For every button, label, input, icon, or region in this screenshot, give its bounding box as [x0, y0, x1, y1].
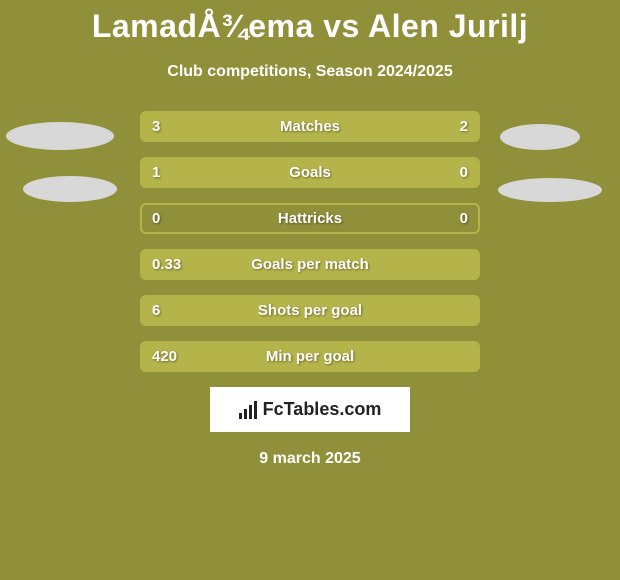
- stat-value-right: 0: [460, 210, 468, 227]
- stat-value-left: 0.33: [152, 256, 181, 273]
- stat-label: Goals: [289, 164, 331, 181]
- stat-value-right: 0: [460, 164, 468, 181]
- stat-label: Shots per goal: [258, 302, 362, 319]
- comparison-title: LamadÅ¾ema vs Alen Jurilj: [0, 0, 620, 45]
- stat-value-left: 6: [152, 302, 160, 319]
- logo-text: FcTables.com: [263, 399, 382, 420]
- stat-value-left: 1: [152, 164, 160, 181]
- stat-value-left: 0: [152, 210, 160, 227]
- stat-label: Goals per match: [251, 256, 369, 273]
- decorative-ellipse: [498, 178, 602, 202]
- stat-value-left: 420: [152, 348, 177, 365]
- comparison-date: 9 march 2025: [0, 450, 620, 468]
- decorative-ellipse: [500, 124, 580, 150]
- stat-row: 3 Matches 2: [140, 111, 480, 142]
- stat-row: 0 Hattricks 0: [140, 203, 480, 234]
- stat-fill-right: [344, 113, 478, 140]
- stat-label: Hattricks: [278, 210, 342, 227]
- stat-label: Matches: [280, 118, 340, 135]
- decorative-ellipse: [6, 122, 114, 150]
- fctables-logo[interactable]: FcTables.com: [210, 387, 410, 432]
- stats-container: 3 Matches 2 1 Goals 0 0 Hattricks 0 0.33 Goals per…: [0, 111, 620, 372]
- comparison-subtitle: Club competitions, Season 2024/2025: [0, 63, 620, 81]
- stat-row: 6 Shots per goal: [140, 295, 480, 326]
- stat-row: 1 Goals 0: [140, 157, 480, 188]
- stat-value-left: 3: [152, 118, 160, 135]
- stat-row: 420 Min per goal: [140, 341, 480, 372]
- logo-bars-icon: [239, 401, 257, 419]
- stat-value-right: 2: [460, 118, 468, 135]
- decorative-ellipse: [23, 176, 117, 202]
- stat-fill-left: [142, 159, 404, 186]
- stat-row: 0.33 Goals per match: [140, 249, 480, 280]
- stat-label: Min per goal: [266, 348, 354, 365]
